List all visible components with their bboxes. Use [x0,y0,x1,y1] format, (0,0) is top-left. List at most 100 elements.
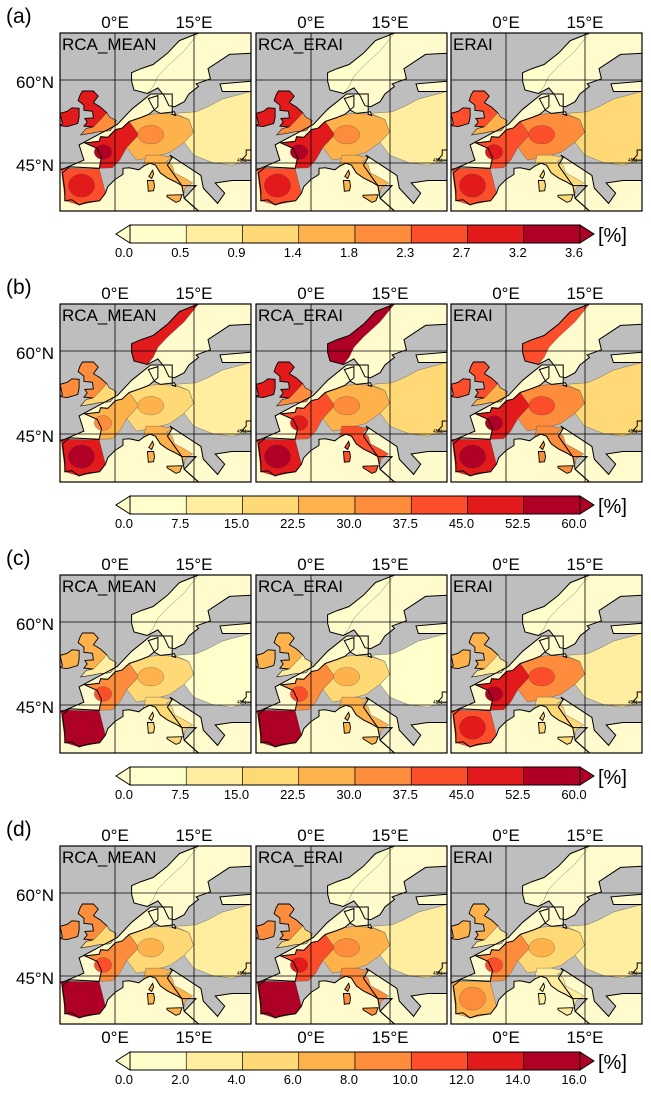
island-ireland [60,920,80,941]
colorbar-swatch [129,766,187,786]
land-mass [522,846,642,1024]
contour-core [333,125,360,145]
colorbar-tick-label: 2.7 [452,245,470,260]
grid-inner-label: 45N [237,429,247,435]
colorbar-tick-label: 0.9 [227,245,245,260]
land-mass [60,94,199,211]
land-mass [60,907,199,1024]
lat-label-45n: 45°N [16,427,54,446]
coastline [131,846,251,1024]
colorbar-frame [129,224,581,244]
top-lon-label: 15°E [371,826,408,845]
top-lon-label: 0°E [492,555,520,574]
land-mass [327,575,447,753]
colorbar-tick-label: 15.0 [224,787,249,802]
map-frame [59,574,252,754]
colorbar-tick-label: 0.0 [115,245,133,260]
coastline [60,364,200,482]
colorbar-under-arrow [115,1051,131,1071]
map-title: RCA_MEAN [62,35,156,54]
grid-inner-label: 45N [237,971,247,977]
contour-core [459,715,486,740]
colorbar-swatch [298,495,356,515]
colorbar: 0.0 7.5 15.0 22.5 30.0 37.5 45.0 52.5 60.0 [%] [115,495,627,531]
map-rca-erai: 45N RCA_ERAI [255,303,448,483]
island-britain-east [471,383,508,406]
map-rca-erai: 45N RCA_ERAI [255,32,448,212]
lat-label-45n: 45°N [16,156,54,175]
colorbar-tick-label: 6.0 [284,1072,302,1087]
bottom-lon-label: 15°E [566,1028,603,1047]
land-mass [60,365,199,482]
top-lon-label: 15°E [566,555,603,574]
grid-inner-label: 45N [628,158,638,164]
coastline [522,575,642,753]
island-britain-east [276,925,313,948]
colorbar-swatch [298,766,356,786]
colorbar-over-arrow [579,766,595,786]
coastline [256,364,396,482]
contour-core [333,667,360,687]
grid-inner-label: 45N [237,158,247,164]
contour-core [264,444,291,469]
land-mass [451,94,590,211]
colorbar-tick-label: 37.5 [393,516,418,531]
bottom-lon-label: 0°E [297,1028,325,1047]
map-frame [255,574,448,754]
island-sicily [166,194,183,203]
map-title: ERAI [453,35,493,54]
colorbar-tick-label: 3.2 [509,245,527,260]
contour-core [333,396,360,416]
contour-core [290,957,308,973]
island-sicily [362,194,379,203]
coastline [256,93,396,211]
colorbar-swatch [185,1051,243,1071]
colorbar-tick-label: 12.0 [449,1072,474,1087]
map-rca-mean: 45N RCA_MEAN [59,845,252,1025]
colorbar-tick-label: 1.8 [340,245,358,260]
coastline [60,93,200,211]
contour-core [137,125,164,145]
contour-core [137,938,164,958]
island-britain-east [276,654,313,677]
colorbar-swatch [410,766,468,786]
coastline [451,635,591,753]
grid-inner-label: 45N [628,971,638,977]
colorbar-swatch [242,1051,300,1071]
coastline [60,635,200,753]
map-frame [450,32,643,212]
top-lon-label: 0°E [101,826,129,845]
colorbar-swatch [523,1051,581,1071]
grid-inner-label: 45N [433,158,443,164]
grid-inner-label: 45N [628,429,638,435]
colorbar-over-arrow [579,224,595,244]
colorbar-under-arrow [115,224,131,244]
colorbar: 0.0 0.5 0.9 1.4 1.8 2.3 2.7 3.2 3.6 [%] [115,224,627,260]
island-britain-east [471,654,508,677]
island-britain-east [80,112,117,135]
coastline [451,364,591,482]
island-britain-east [471,112,508,135]
island-ireland [256,649,276,670]
island-sardinia [146,993,155,1005]
top-lon-label: 15°E [566,826,603,845]
island-britain-east [276,383,313,406]
contour-core [264,173,291,198]
contour-core [459,986,486,1011]
land-mass [256,907,395,1024]
island-corsica [344,711,351,722]
map-title: RCA_MEAN [62,577,156,596]
island-britain-east [80,654,117,677]
map-rca-mean: 45N RCA_MEAN [59,574,252,754]
bottom-lon-label: 15°E [371,1028,408,1047]
colorbar-swatch [298,224,356,244]
contour-core [528,396,555,416]
land-mass [451,636,590,753]
island-sicily [557,736,574,745]
top-lon-label: 0°E [101,284,129,303]
colorbar-tick-label: 52.5 [505,516,530,531]
grid-inner-label: 45N [237,700,247,706]
colorbar-swatch [129,1051,187,1071]
colorbar-swatch [242,495,300,515]
contour-core [290,415,308,431]
